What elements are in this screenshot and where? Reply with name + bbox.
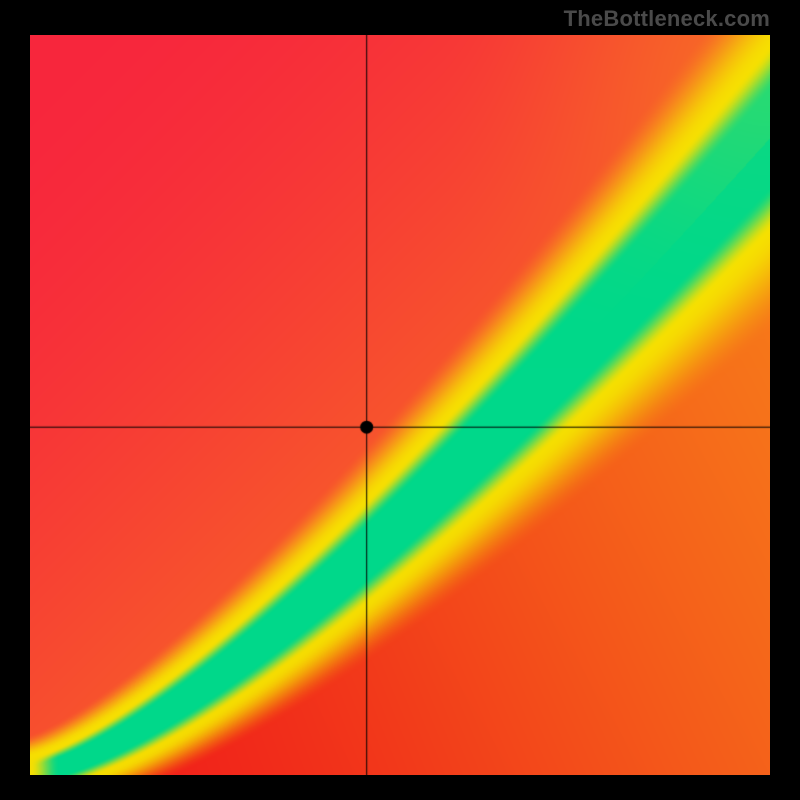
chart-container: { "watermark": { "text": "TheBottleneck.… xyxy=(0,0,800,800)
watermark-text: TheBottleneck.com xyxy=(564,6,770,32)
bottleneck-heatmap xyxy=(30,35,770,775)
